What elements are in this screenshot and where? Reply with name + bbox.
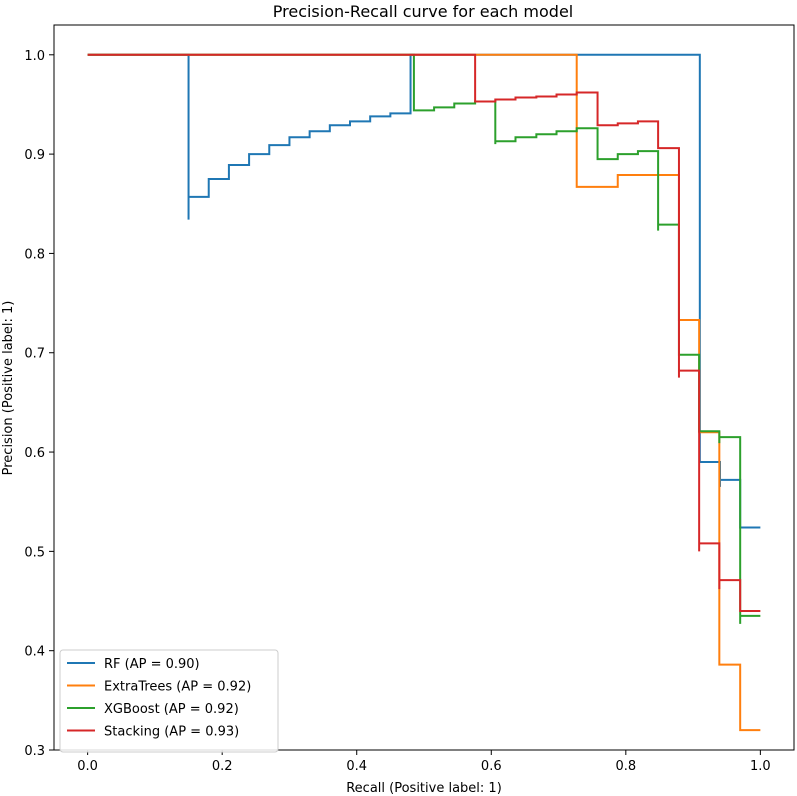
y-tick-label: 0.5 [24,545,45,560]
y-tick-label: 0.8 [24,247,45,262]
series-layer [87,53,761,732]
series-line-2 [87,53,761,732]
y-axis-label: Precision (Positive label: 1) [1,301,16,476]
x-tick-label: 0.8 [615,759,636,774]
legend-box [59,649,279,753]
legend-entry: XGBoost (AP = 0.92) [104,702,239,717]
legend: RF (AP = 0.90) ExtraTrees (AP = 0.92) XGBo… [59,649,279,753]
y-tick-label: 0.6 [24,446,45,461]
y-tick-label: 1.0 [24,49,45,64]
series-line-1 [87,53,761,529]
x-axis-ticks: 0.0 0.2 0.4 0.6 0.8 1.0 [77,750,771,774]
x-tick-label: 0.4 [346,759,367,774]
x-tick-label: 1.0 [750,759,771,774]
series-line-3 [87,53,761,624]
chart-title: Precision-Recall curve for each model [273,2,573,21]
series-line-4 [87,53,761,612]
y-tick-label: 0.3 [24,744,45,759]
x-tick-label: 0.0 [77,759,98,774]
plot-frame [53,24,795,751]
y-tick-label: 0.9 [24,148,45,163]
legend-entry: RF (AP = 0.90) [104,657,200,672]
legend-entry: ExtraTrees (AP = 0.92) [104,680,251,695]
y-tick-label: 0.4 [24,645,45,660]
x-axis-label: Recall (Positive label: 1) [346,781,502,796]
legend-entry: Stacking (AP = 0.93) [104,725,239,740]
x-tick-label: 0.2 [212,759,233,774]
x-tick-label: 0.6 [481,759,502,774]
y-axis-ticks: 0.3 0.4 0.5 0.6 0.7 0.8 0.9 1.0 [24,49,54,759]
y-tick-label: 0.7 [24,347,45,362]
